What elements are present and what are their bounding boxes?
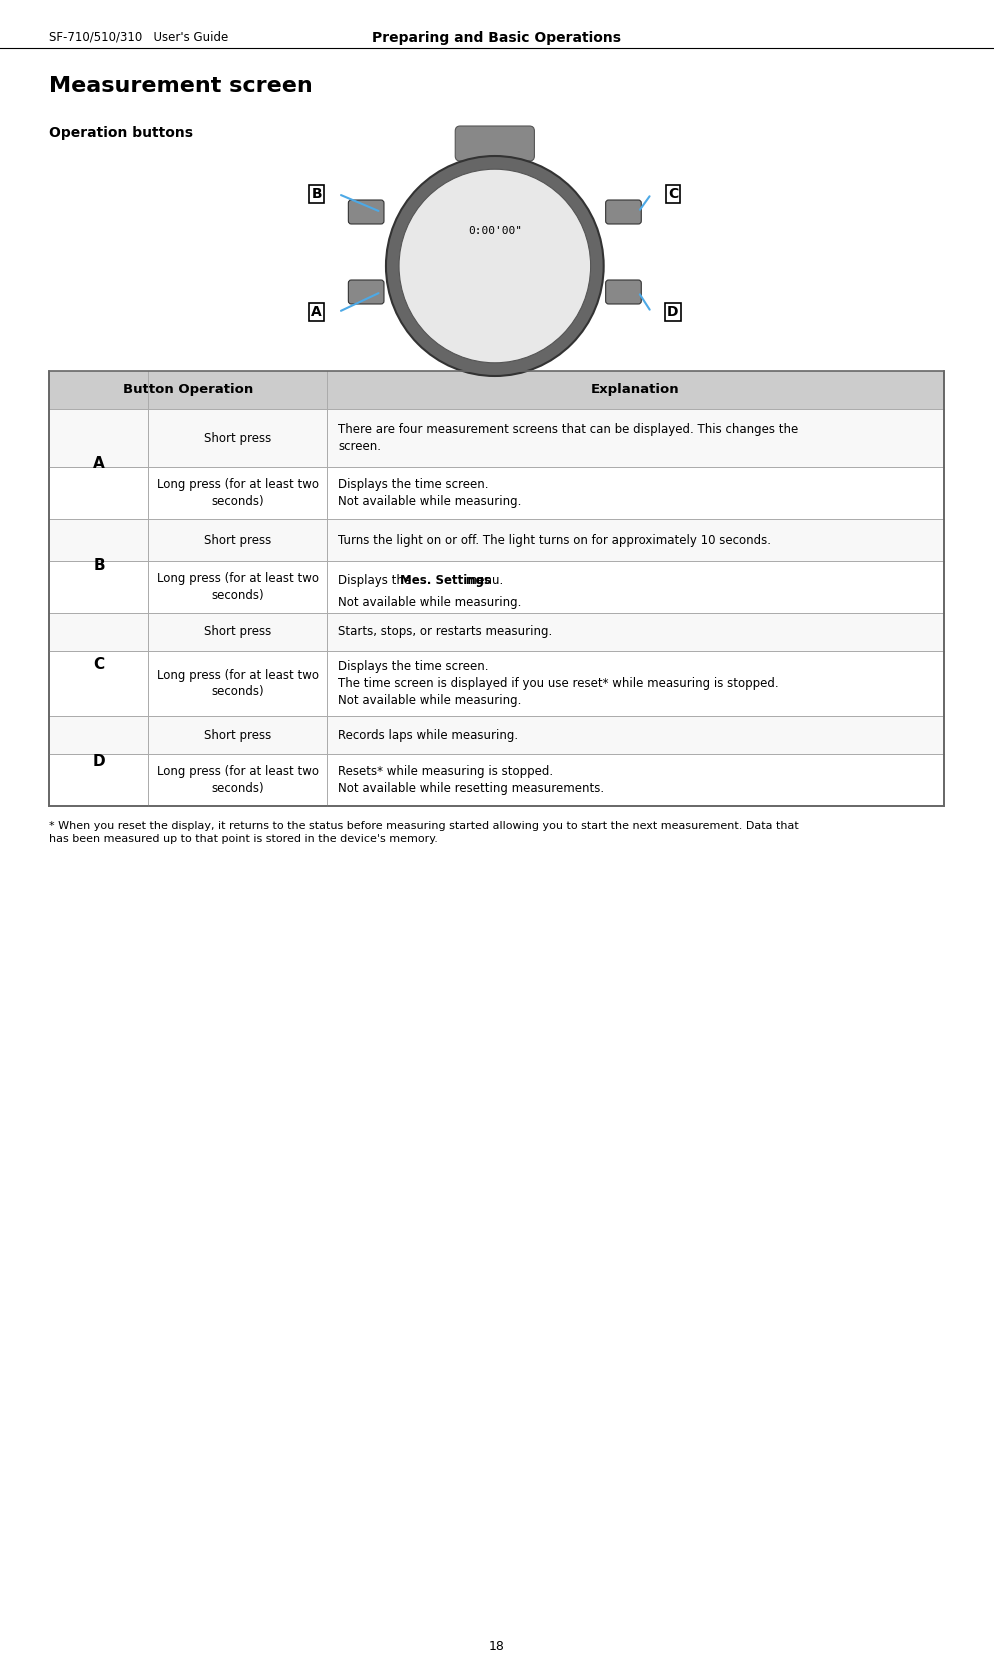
Text: Short press: Short press: [204, 533, 271, 546]
Circle shape: [398, 169, 590, 362]
FancyBboxPatch shape: [49, 754, 943, 806]
Text: Measurement screen: Measurement screen: [49, 75, 313, 96]
Text: C: C: [93, 657, 104, 672]
FancyBboxPatch shape: [49, 520, 943, 561]
Text: SF-710/510/310   User's Guide: SF-710/510/310 User's Guide: [49, 30, 229, 44]
Text: Records laps while measuring.: Records laps while measuring.: [338, 729, 519, 741]
Circle shape: [385, 156, 603, 375]
Text: D: D: [92, 754, 105, 769]
Text: Displays the time screen.
Not available while measuring.: Displays the time screen. Not available …: [338, 478, 522, 508]
Text: Operation buttons: Operation buttons: [49, 126, 194, 141]
Text: Displays the time screen.
The time screen is displayed if you use reset* while m: Displays the time screen. The time scree…: [338, 660, 778, 707]
Text: Short press: Short press: [204, 729, 271, 741]
FancyBboxPatch shape: [454, 370, 534, 406]
Text: B: B: [311, 188, 322, 201]
Text: Short press: Short press: [204, 431, 271, 444]
Text: Button Operation: Button Operation: [122, 384, 253, 397]
FancyBboxPatch shape: [605, 199, 641, 225]
Text: Resets* while measuring is stopped.
Not available while resetting measurements.: Resets* while measuring is stopped. Not …: [338, 764, 604, 794]
Text: menu.: menu.: [461, 573, 503, 587]
Text: D: D: [667, 305, 678, 318]
Text: C: C: [667, 188, 677, 201]
FancyBboxPatch shape: [49, 613, 943, 650]
FancyBboxPatch shape: [454, 126, 534, 161]
FancyBboxPatch shape: [49, 716, 943, 754]
FancyBboxPatch shape: [49, 409, 943, 468]
Text: 0:00'00": 0:00'00": [467, 226, 522, 236]
FancyBboxPatch shape: [348, 280, 383, 303]
FancyBboxPatch shape: [49, 561, 943, 613]
Text: Displays the: Displays the: [338, 573, 415, 587]
Text: 18: 18: [488, 1639, 505, 1653]
Text: Explanation: Explanation: [591, 384, 679, 397]
Text: A: A: [311, 305, 322, 318]
Text: Long press (for at least two
seconds): Long press (for at least two seconds): [156, 572, 318, 602]
FancyBboxPatch shape: [49, 650, 943, 716]
Text: A: A: [93, 456, 104, 471]
Text: * When you reset the display, it returns to the status before measuring started : * When you reset the display, it returns…: [49, 821, 798, 845]
Text: Long press (for at least two
seconds): Long press (for at least two seconds): [156, 478, 318, 508]
Text: There are four measurement screens that can be displayed. This changes the
scree: There are four measurement screens that …: [338, 422, 798, 453]
Text: Preparing and Basic Operations: Preparing and Basic Operations: [372, 30, 621, 45]
Text: Starts, stops, or restarts measuring.: Starts, stops, or restarts measuring.: [338, 625, 553, 639]
Text: Long press (for at least two
seconds): Long press (for at least two seconds): [156, 764, 318, 794]
FancyBboxPatch shape: [49, 370, 943, 409]
Text: Short press: Short press: [204, 625, 271, 639]
FancyBboxPatch shape: [348, 199, 383, 225]
FancyBboxPatch shape: [49, 468, 943, 520]
Text: Not available while measuring.: Not available while measuring.: [338, 597, 522, 608]
Text: B: B: [93, 558, 104, 573]
Text: Mes. Settings: Mes. Settings: [400, 573, 490, 587]
Text: Turns the light on or off. The light turns on for approximately 10 seconds.: Turns the light on or off. The light tur…: [338, 533, 770, 546]
FancyBboxPatch shape: [605, 280, 641, 303]
Text: Long press (for at least two
seconds): Long press (for at least two seconds): [156, 669, 318, 699]
